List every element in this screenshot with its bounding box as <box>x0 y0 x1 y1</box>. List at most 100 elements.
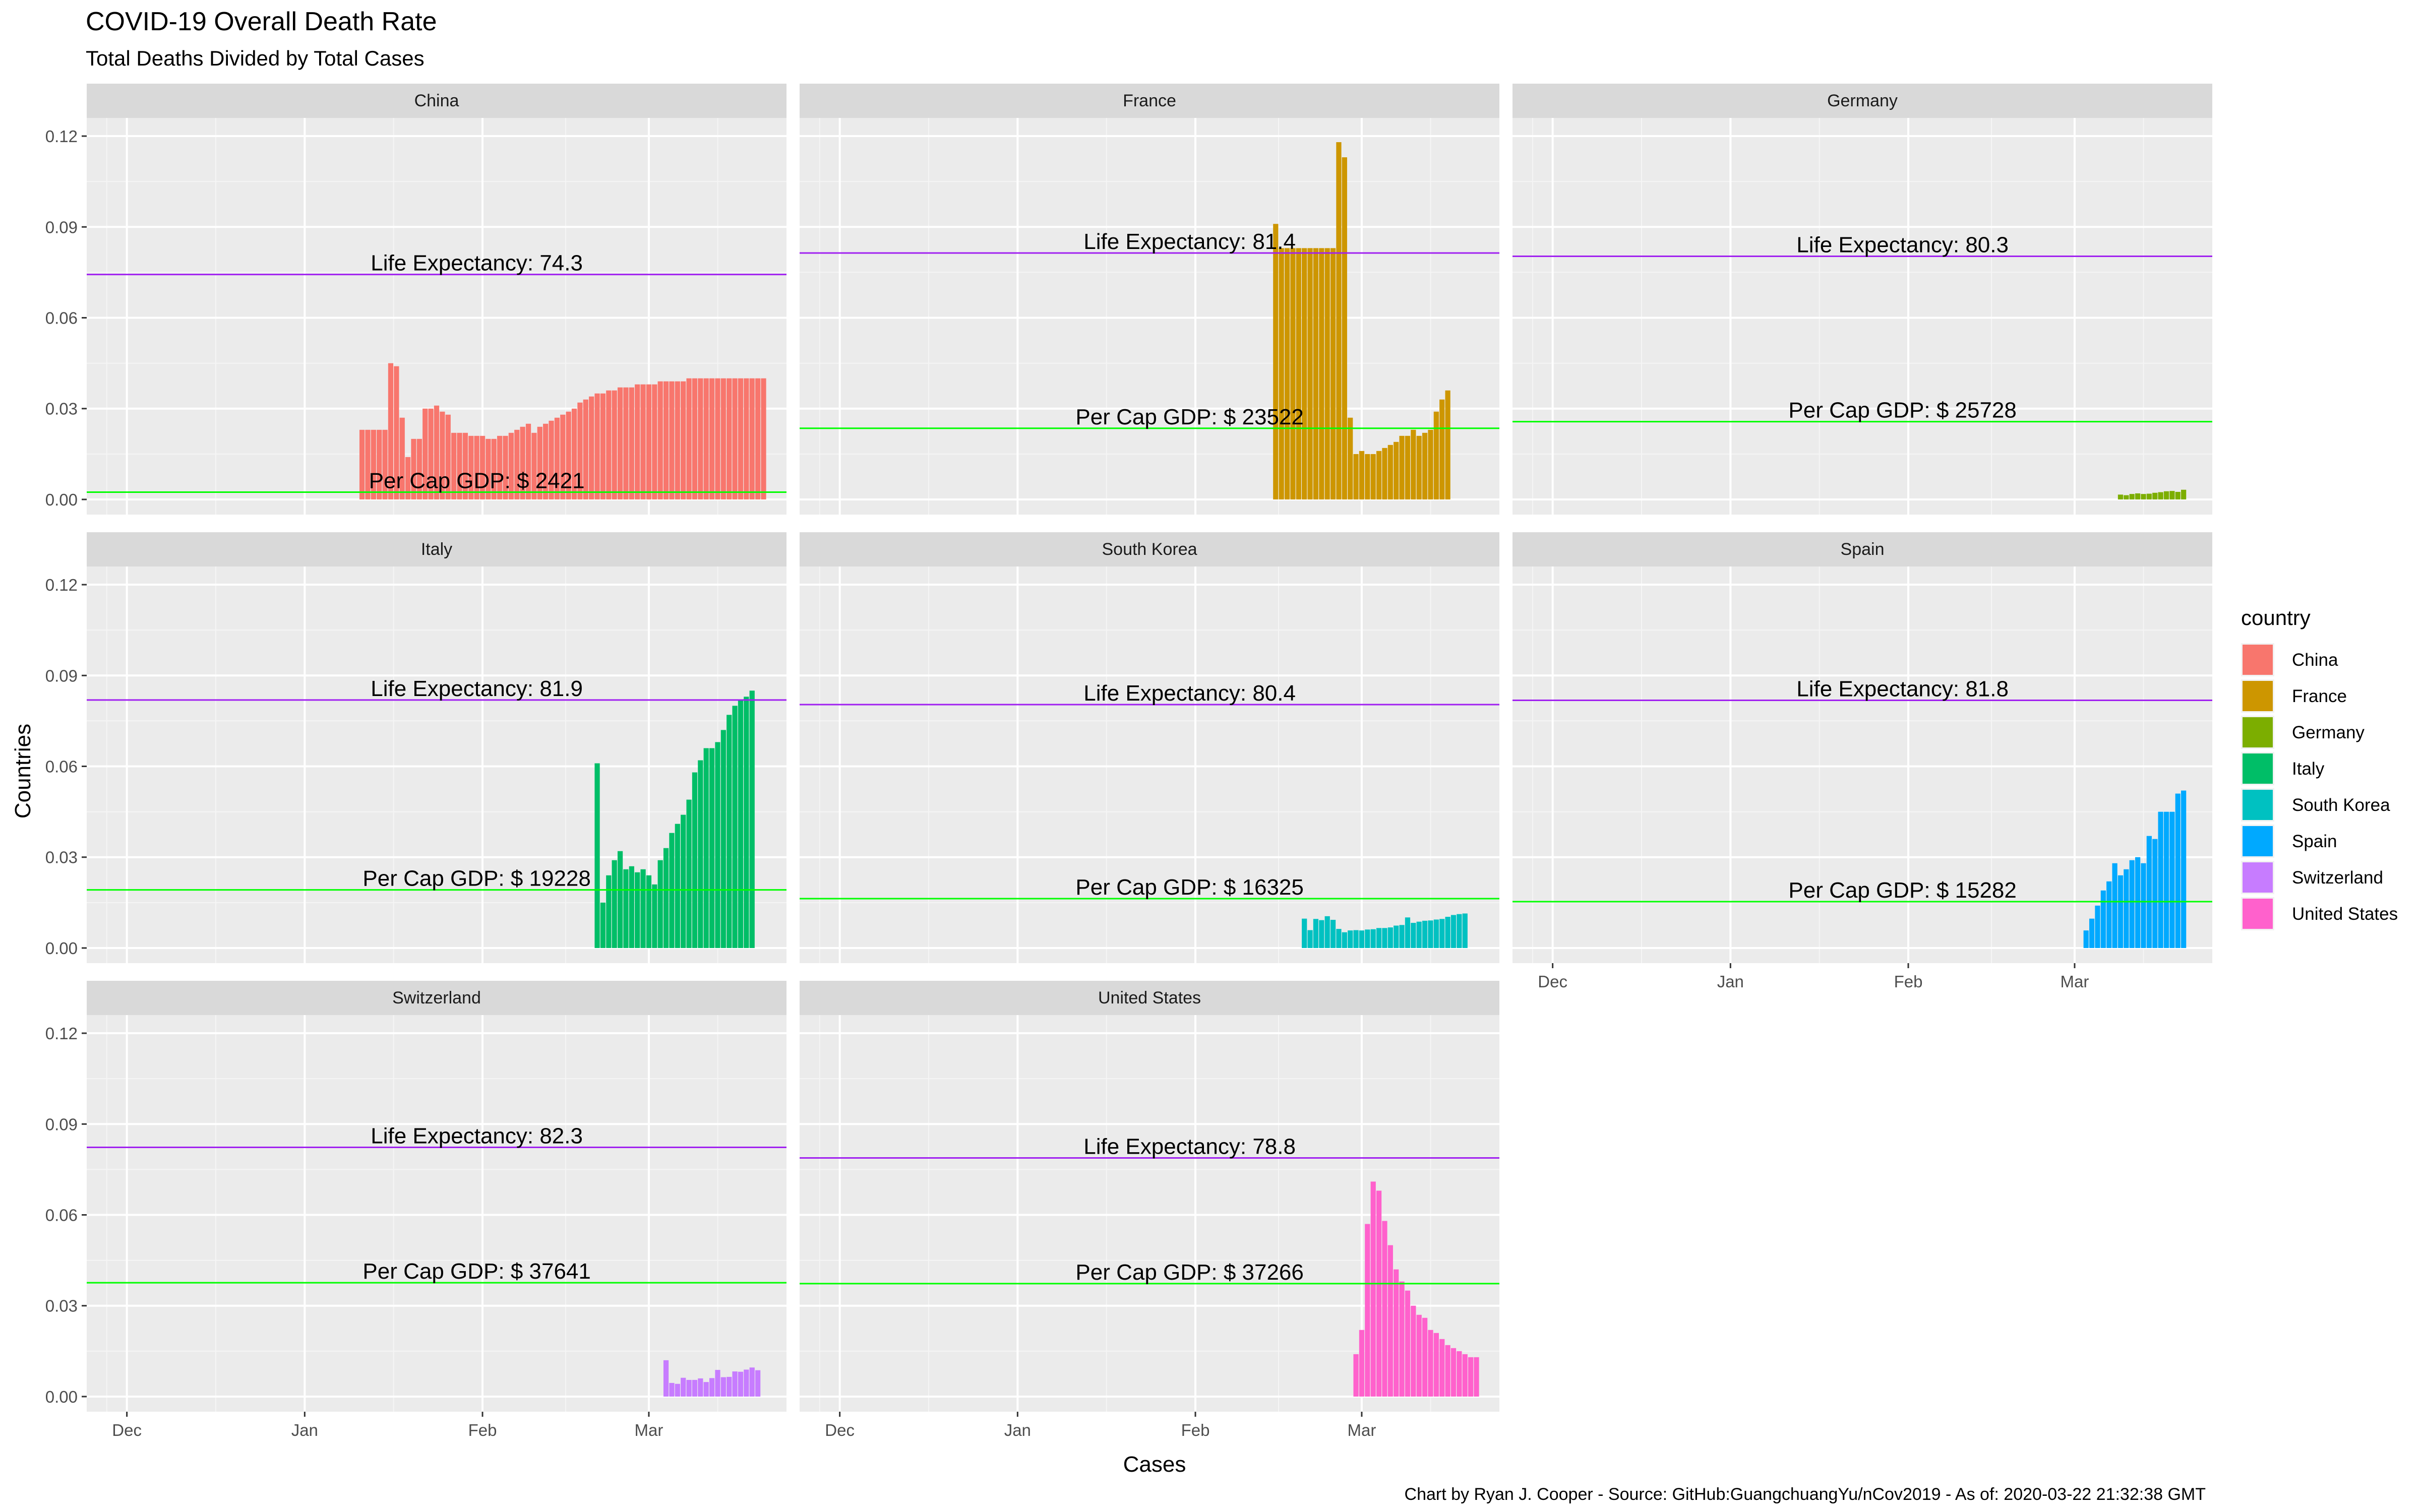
x-tick-label: Dec <box>1538 972 1567 991</box>
bar <box>1450 1348 1457 1397</box>
bar <box>1342 157 1347 499</box>
bar <box>600 393 606 499</box>
bar <box>635 384 640 499</box>
bar <box>486 438 491 499</box>
y-axis-label: Countries <box>11 724 35 818</box>
bar <box>692 1379 698 1397</box>
bar <box>617 851 623 948</box>
facet-strip-label: Spain <box>1841 540 1885 559</box>
bar <box>720 730 726 948</box>
bar-series <box>2083 790 2187 948</box>
bar <box>1376 1190 1382 1397</box>
bar <box>2163 491 2169 499</box>
bar <box>399 417 405 499</box>
bar <box>1290 248 1296 499</box>
bar <box>371 429 376 499</box>
x-tick-label: Feb <box>1181 1421 1210 1439</box>
y-tick-label: 0.06 <box>45 1206 78 1225</box>
bar <box>675 1383 680 1397</box>
y-tick-label: 0.09 <box>45 1115 78 1133</box>
facet-strip-label: Germany <box>1827 91 1898 110</box>
bar <box>1348 930 1353 948</box>
facet-panel: United States Dec Jan Feb Mar Life Expectancy… <box>800 981 1499 1439</box>
bar <box>594 763 600 948</box>
facet-panel: Switzerland 0.00 0.03 0.06 0.09 0.12 Dec Jan Feb… <box>45 981 786 1439</box>
facet-strip-label: United States <box>1098 988 1201 1007</box>
bar <box>1405 1290 1411 1397</box>
bar <box>1382 1221 1387 1397</box>
bar <box>1416 921 1422 948</box>
bar <box>434 405 440 499</box>
bar <box>594 393 600 499</box>
life-expectancy-label: Life Expectancy: 80.4 <box>1083 681 1296 706</box>
bar <box>1376 451 1382 499</box>
bar <box>732 378 738 499</box>
bar <box>1359 930 1365 948</box>
bar <box>377 429 382 499</box>
facet-strip <box>87 532 786 566</box>
bar <box>1336 929 1342 948</box>
y-tick-label: 0.03 <box>45 1297 78 1315</box>
bar <box>692 772 698 948</box>
legend-swatch <box>2243 862 2273 893</box>
bar <box>720 1377 726 1397</box>
gdp-label: Per Cap GDP: $ 19228 <box>362 866 590 891</box>
y-tick-label: 0.12 <box>45 576 78 594</box>
legend-swatch <box>2243 826 2273 856</box>
bar <box>715 378 720 499</box>
x-tick-label: Feb <box>1894 972 1923 991</box>
legend-swatch <box>2243 899 2273 929</box>
bar <box>1428 429 1433 499</box>
bar <box>640 869 646 948</box>
bar <box>738 378 744 499</box>
gdp-label: Per Cap GDP: $ 23522 <box>1075 405 1303 429</box>
plot-background <box>1512 118 2212 515</box>
legend-swatch <box>2243 753 2273 784</box>
bar <box>652 384 657 499</box>
bar <box>715 1370 720 1397</box>
bar <box>549 420 554 499</box>
bar <box>1307 248 1313 499</box>
bar <box>738 700 744 948</box>
bar <box>543 423 549 499</box>
facet-strip-label: China <box>414 91 459 110</box>
plot-background <box>800 566 1499 963</box>
y-tick-label: 0.12 <box>45 127 78 146</box>
bar <box>669 381 675 499</box>
facet-strip <box>800 981 1499 1015</box>
bar <box>755 1370 761 1397</box>
y-tick-label: 0.00 <box>45 490 78 509</box>
legend-label: United States <box>2292 904 2398 924</box>
bar <box>749 1367 755 1397</box>
bar <box>1462 913 1468 948</box>
bar <box>2175 491 2181 499</box>
bar-series <box>1273 142 1450 499</box>
bar <box>669 1382 675 1397</box>
plot-background <box>1512 566 2212 963</box>
facet-strip <box>1512 84 2212 118</box>
bar <box>1307 930 1313 948</box>
facet-panel: France Life Expectancy: 81.4 Per Cap GDP: … <box>800 84 1499 515</box>
bar <box>365 429 371 499</box>
bar <box>394 366 399 499</box>
bar <box>1428 920 1433 948</box>
bar <box>1457 914 1462 948</box>
bar <box>1445 390 1450 499</box>
legend: country China France Germany Italy South Kor… <box>2241 606 2398 930</box>
bar <box>537 426 542 499</box>
bar <box>1474 1357 1479 1397</box>
bar <box>2100 890 2106 948</box>
facet-panel: Germany Life Expectancy: 80.3 Per Cap GDP:… <box>1512 84 2212 515</box>
bar <box>1365 1224 1370 1397</box>
bar <box>663 848 669 948</box>
bar <box>732 1371 738 1397</box>
facet-strip <box>87 981 786 1015</box>
bar <box>1348 417 1353 499</box>
bar <box>1462 1354 1468 1397</box>
bar <box>681 381 686 499</box>
legend-label: Switzerland <box>2292 868 2383 888</box>
facet-strip <box>800 532 1499 566</box>
life-expectancy-label: Life Expectancy: 78.8 <box>1083 1135 1296 1159</box>
bar <box>612 860 617 948</box>
bar <box>1376 928 1382 948</box>
